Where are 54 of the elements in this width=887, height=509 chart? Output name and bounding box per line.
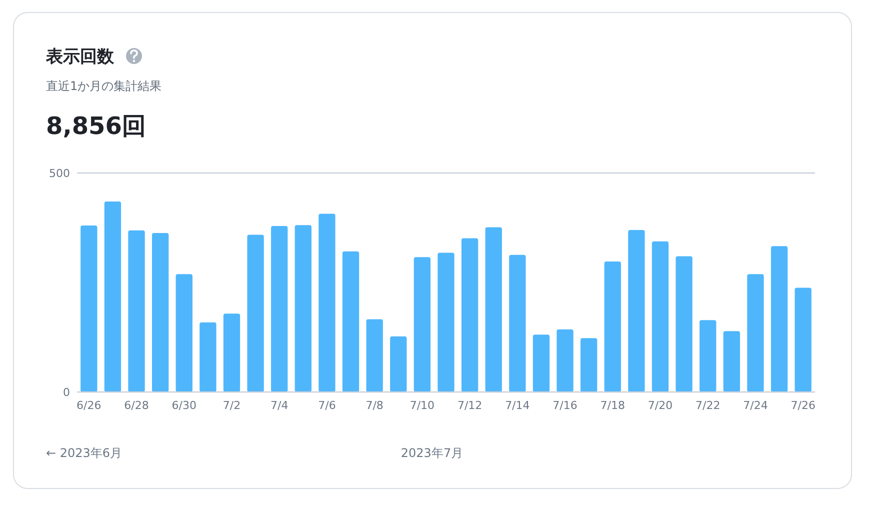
text: 2023年7月 (400, 446, 464, 460)
bar (747, 274, 764, 392)
x-tick-label: 7/18 (600, 399, 625, 412)
bar (628, 230, 645, 392)
bar (342, 251, 360, 392)
chart-subtitle: 直近1か月の集計結果 (46, 79, 162, 93)
bar (770, 246, 788, 392)
bar (509, 254, 526, 392)
x-tick-label: 6/26 (76, 399, 102, 412)
bar (414, 257, 431, 392)
text: 8,856回 (46, 112, 146, 140)
bar (271, 226, 288, 392)
bar (556, 329, 574, 392)
x-tick-label: 7/2 (222, 399, 241, 412)
bar (461, 238, 478, 392)
bar (176, 274, 192, 392)
bar (676, 256, 692, 392)
bar (366, 319, 383, 392)
bar (700, 320, 716, 392)
bar (438, 252, 454, 392)
x-tick-label: 7/24 (743, 399, 768, 412)
bar (104, 201, 122, 392)
x-tick-label: 7/10 (410, 399, 435, 412)
bar (794, 288, 812, 392)
bar (485, 227, 502, 392)
x-tick-label: 7/4 (270, 399, 288, 412)
bar (152, 233, 169, 392)
x-tick-label: 7/12 (457, 399, 482, 412)
bar (390, 336, 407, 392)
x-tick-label: 6/30 (172, 399, 196, 412)
x-tick-label: 7/22 (696, 399, 720, 412)
bar (532, 334, 550, 392)
bar (223, 314, 240, 392)
x-tick-label: 7/8 (366, 399, 384, 412)
bar (200, 322, 216, 392)
x-tick-label: 7/20 (648, 399, 673, 412)
bar (652, 241, 669, 392)
x-tick-label: 7/6 (318, 399, 336, 412)
bar (247, 234, 264, 392)
x-tick-label: 7/16 (552, 399, 578, 412)
x-tick-label: 7/14 (505, 399, 530, 412)
x-tick-label: 6/28 (124, 399, 149, 412)
bar (580, 338, 598, 392)
bar (80, 226, 98, 392)
x-tick-label: 7/26 (790, 399, 816, 412)
bar (318, 214, 336, 392)
bar (294, 225, 312, 392)
bar (128, 230, 145, 392)
text: ← 2023年6月 (46, 446, 122, 460)
bar (723, 331, 740, 392)
bar (604, 261, 621, 392)
y-tick-label: 500 (49, 167, 70, 180)
y-tick-label: 0 (63, 386, 70, 399)
title: 表示回数 (46, 47, 114, 67)
